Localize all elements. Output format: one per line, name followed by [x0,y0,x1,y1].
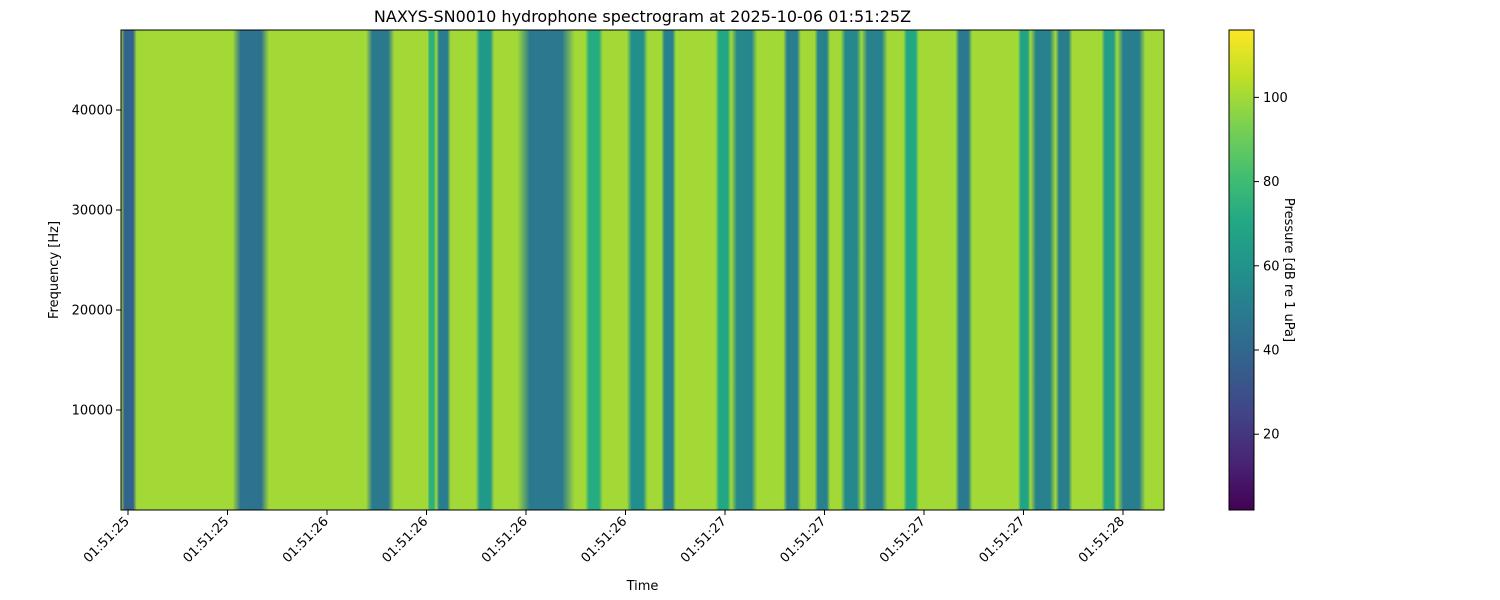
colorbar-tick-label: 100 [1263,91,1288,106]
spectrogram-band [731,30,758,510]
spectrogram-band [861,30,888,510]
chart-title: NAXYS-SN0010 hydrophone spectrogram at 2… [374,7,911,26]
spectrogram-band [783,30,801,510]
spectrogram-band [626,30,648,510]
x-axis-label: Time [626,579,659,594]
plot-frame [120,29,1165,511]
colorbar-tick-label: 60 [1263,259,1280,274]
colorbar-tick-label: 80 [1263,175,1280,190]
y-tick-label: 40000 [72,104,113,119]
spectrogram-band [1101,30,1117,510]
x-tick-label: 01:51:27 [678,514,730,566]
x-tick-label: 01:51:26 [578,514,630,566]
spectrogram-band [661,30,676,510]
y-axis: 10000 20000 30000 40000 [72,104,121,419]
spectrogram-band [585,30,603,510]
x-tick-label: 01:51:28 [1076,514,1128,566]
plot-area [120,29,1165,511]
spectrogram-band [436,30,451,510]
spectrogram-band [1030,30,1056,510]
spectrogram-band [840,30,862,510]
spectrogram-band [955,30,973,510]
spectrogram-band [475,30,495,510]
spectrogram-band [232,30,270,510]
x-tick-label: 01:51:27 [777,514,829,566]
spectrogram-band [427,30,436,510]
x-tick-label: 01:51:27 [976,514,1028,566]
colorbar: 20 40 60 80 100 Pressure [dB re 1 uPa] [1228,29,1296,511]
y-axis-label: Frequency [Hz] [47,221,62,319]
spectrogram-band [814,30,831,510]
colorbar-ticks: 20 40 60 80 100 [1254,91,1288,443]
spectrogram-band [715,30,732,510]
x-tick-label: 01:51:27 [877,514,929,566]
x-axis: 01:51:25 01:51:25 01:51:26 01:51:26 01:51:26… [81,510,1128,566]
spectrogram-band [366,30,395,510]
spectrogram-bands [121,30,1146,510]
y-tick-label: 30000 [72,204,113,219]
x-tick-label: 01:51:26 [280,514,332,566]
colorbar-gradient [1228,29,1255,511]
spectrogram-band [1018,30,1031,510]
colorbar-tick-label: 20 [1263,428,1280,443]
y-tick-label: 20000 [72,304,113,319]
spectrogram-band [903,30,919,510]
y-tick-label: 10000 [72,404,113,419]
spectrogram-band [1117,30,1146,510]
spectrogram-band [121,30,137,510]
spectrogram-band [1055,30,1073,510]
x-tick-label: 01:51:25 [180,514,232,566]
x-tick-label: 01:51:26 [379,514,431,566]
x-tick-label: 01:51:25 [81,514,133,566]
x-tick-label: 01:51:26 [479,514,531,566]
colorbar-tick-label: 40 [1263,344,1280,359]
colorbar-label: Pressure [dB re 1 uPa] [1281,198,1296,342]
spectrogram-band [517,30,575,510]
